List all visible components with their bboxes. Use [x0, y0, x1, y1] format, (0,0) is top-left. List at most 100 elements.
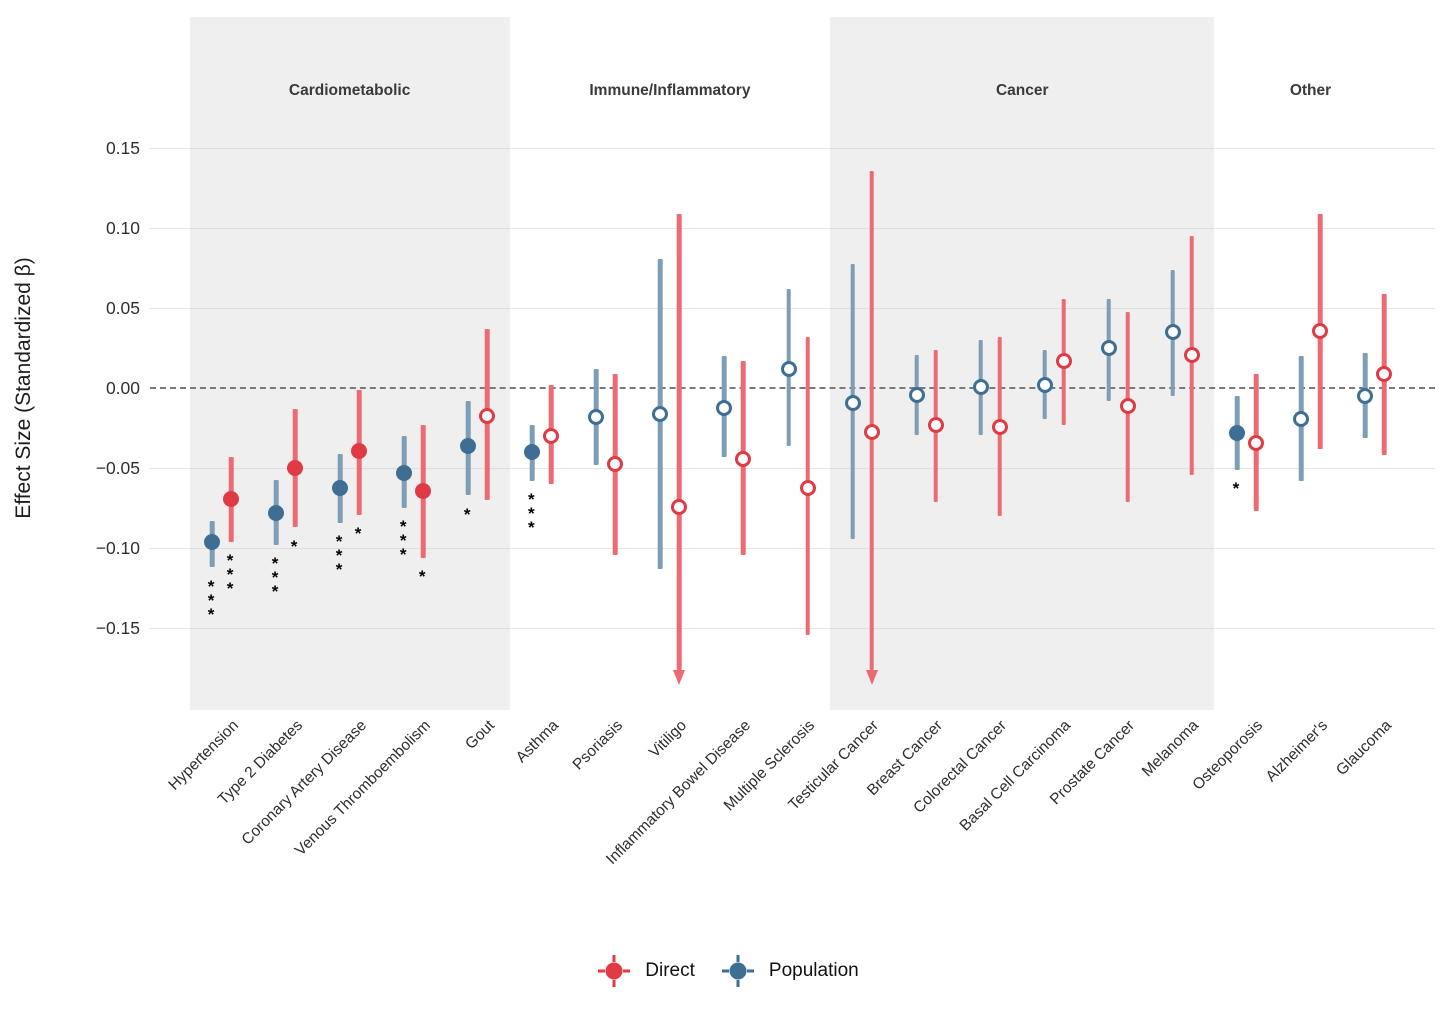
- point-population-breast-cancer: [908, 386, 925, 403]
- sig-star: *: [399, 517, 407, 537]
- sig-star: *: [399, 531, 407, 551]
- point-direct-prostate-cancer: [1119, 397, 1136, 414]
- category-header-cancer: Cancer: [995, 82, 1049, 99]
- gridline-0.15: [150, 147, 1435, 150]
- point-population-prostate-cancer: [1100, 340, 1117, 357]
- sig-star: *: [207, 576, 215, 596]
- point-direct-gout: [479, 407, 496, 424]
- legend-item-population: Population: [721, 954, 859, 988]
- sig-star: *: [207, 590, 215, 610]
- point-direct-coronary-artery-disease: [351, 442, 368, 459]
- sig-star: *: [527, 490, 535, 510]
- sig-star: *: [271, 554, 279, 574]
- sig-stars-population-asthma: * * *: [527, 490, 535, 538]
- point-direct-colorectal-cancer: [991, 418, 1008, 435]
- y-tick-label-0.15: 0.15: [105, 138, 140, 159]
- sig-stars-direct-venous-thromboembolism: *: [418, 566, 426, 586]
- point-population-testicular-cancer: [844, 394, 861, 411]
- sig-stars-direct-hypertension: * * *: [226, 550, 234, 598]
- y-tick-label-0.00: 0.00: [105, 378, 140, 399]
- gridline--0.10: [150, 547, 1435, 550]
- point-population-glaucoma: [1357, 388, 1374, 405]
- sig-star: *: [226, 578, 234, 598]
- sig-stars-population-type-2-diabetes: * * *: [271, 554, 279, 602]
- band-cancer: [830, 17, 1215, 710]
- point-direct-breast-cancer: [927, 417, 944, 434]
- legend-point: [729, 962, 747, 980]
- sig-stars-population-osteoporosis: *: [1232, 478, 1240, 498]
- legend-key-stub: [623, 969, 631, 973]
- y-tick-label-0.05: 0.05: [105, 298, 140, 319]
- sig-star: *: [226, 564, 234, 584]
- legend-key-stub: [612, 955, 616, 962]
- band-cardiometabolic: [189, 17, 510, 710]
- sig-stars-population-hypertension: * * *: [207, 576, 215, 624]
- y-tick-label--0.05: −0.05: [95, 458, 140, 479]
- legend-key-stub: [736, 955, 740, 962]
- legend-key-stub: [598, 969, 606, 973]
- gridline--0.15: [150, 627, 1435, 630]
- point-population-hypertension: [204, 533, 220, 550]
- point-population-inflammatory-bowel-disease: [716, 399, 733, 416]
- sig-star: *: [335, 531, 343, 551]
- legend-label-direct: Direct: [645, 960, 695, 981]
- y-tick-label--0.10: −0.10: [95, 538, 140, 559]
- category-header-immune-inflammatory: Immune/Inflammatory: [589, 82, 751, 99]
- point-population-colorectal-cancer: [972, 378, 989, 395]
- legend-item-direct: Direct: [597, 954, 695, 988]
- sig-star: *: [271, 582, 279, 602]
- point-population-coronary-artery-disease: [332, 479, 349, 496]
- legend-key-stub: [721, 969, 729, 973]
- sig-star: *: [527, 504, 535, 524]
- point-direct-asthma: [543, 428, 560, 445]
- point-direct-alzheimer-s: [1312, 322, 1329, 339]
- y-axis-title: Effect Size (Standardized β): [12, 257, 35, 519]
- point-direct-hypertension: [223, 490, 239, 507]
- point-population-asthma: [524, 444, 541, 461]
- sig-star: *: [335, 545, 343, 565]
- legend: Direct Population: [0, 948, 1456, 994]
- point-direct-inflammatory-bowel-disease: [735, 450, 752, 467]
- point-population-vitiligo: [652, 405, 669, 422]
- point-direct-multiple-sclerosis: [799, 479, 816, 496]
- sig-star: *: [1232, 478, 1240, 498]
- point-population-type-2-diabetes: [268, 505, 285, 522]
- point-population-alzheimer-s: [1293, 410, 1310, 427]
- point-population-venous-thromboembolism: [396, 465, 413, 482]
- point-direct-melanoma: [1183, 346, 1200, 363]
- legend-key-stub: [736, 980, 740, 987]
- sig-star: *: [335, 559, 343, 579]
- sig-star: *: [271, 568, 279, 588]
- sig-star: *: [418, 566, 426, 586]
- y-tick-label-0.10: 0.10: [105, 218, 140, 239]
- point-direct-vitiligo: [671, 498, 688, 515]
- sig-star: *: [527, 518, 535, 538]
- sig-stars-population-coronary-artery-disease: * * *: [335, 531, 343, 579]
- sig-star: *: [399, 545, 407, 565]
- sig-star: *: [207, 604, 215, 624]
- sig-star: *: [463, 504, 471, 524]
- sig-star: *: [290, 536, 298, 556]
- category-header-other: Other: [1289, 82, 1332, 99]
- population-pointrange-icon: [721, 954, 755, 988]
- point-direct-testicular-cancer: [863, 423, 880, 440]
- arrowhead-direct-vitiligo: [673, 670, 686, 685]
- legend-label-population: Population: [768, 960, 859, 981]
- point-population-melanoma: [1164, 324, 1181, 341]
- sig-star: *: [226, 550, 234, 570]
- gridline--0.05: [150, 467, 1435, 470]
- gridline-0.05: [150, 307, 1435, 310]
- legend-point: [605, 962, 623, 980]
- point-direct-psoriasis: [607, 455, 624, 472]
- arrowhead-direct-testicular-cancer: [865, 670, 878, 685]
- point-population-psoriasis: [588, 409, 605, 426]
- point-population-osteoporosis: [1228, 425, 1245, 442]
- category-header-cardiometabolic: Cardiometabolic: [288, 82, 411, 99]
- sig-stars-population-venous-thromboembolism: * * *: [399, 517, 407, 565]
- errorbar-direct-vitiligo: [677, 213, 682, 670]
- errorbar-direct-testicular-cancer: [869, 170, 874, 670]
- y-tick-label--0.15: −0.15: [95, 618, 140, 639]
- zero-line: [150, 387, 1435, 389]
- point-direct-osteoporosis: [1247, 434, 1264, 451]
